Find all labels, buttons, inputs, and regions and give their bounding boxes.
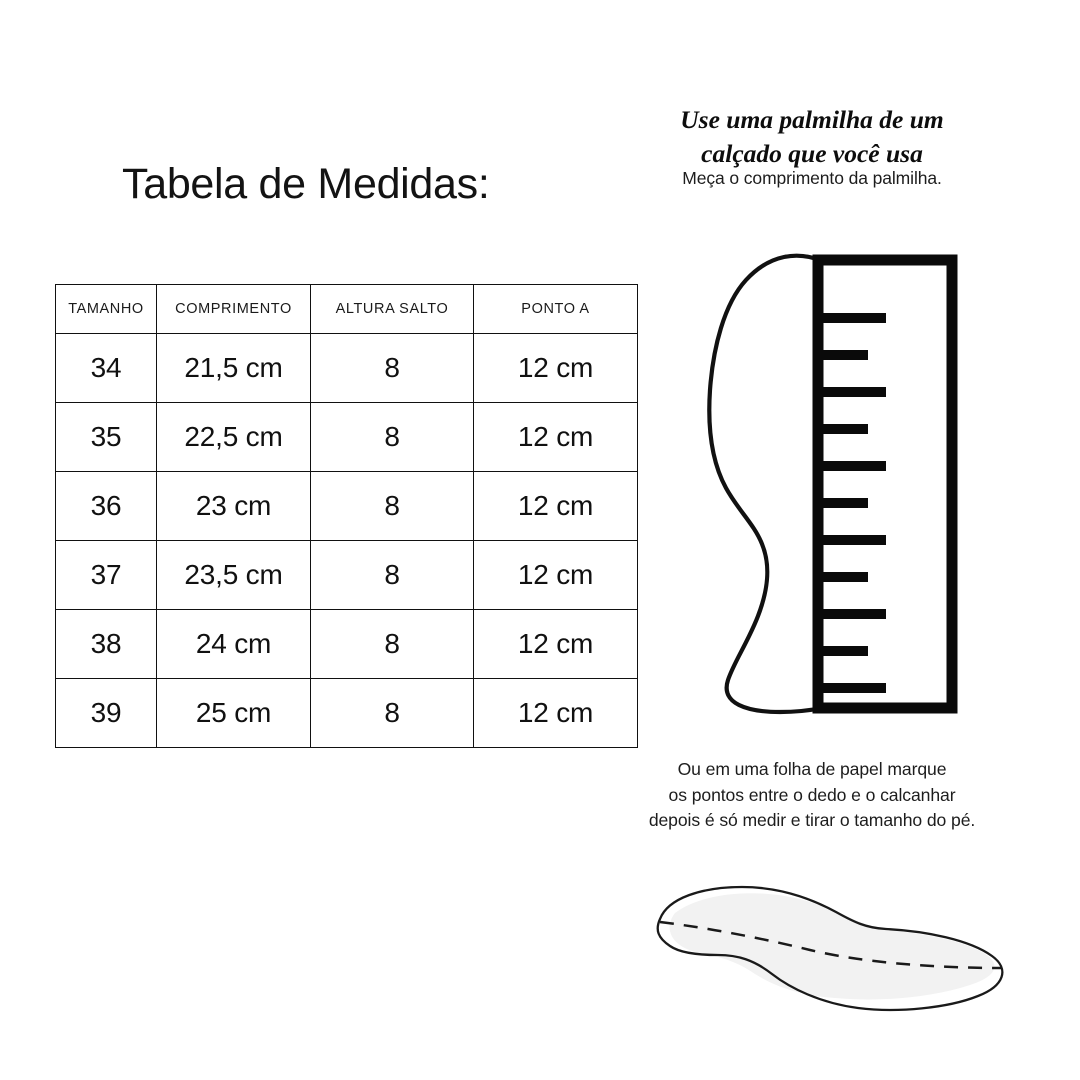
cell-altura-salto: 8	[310, 678, 474, 748]
table-header-row: TAMANHO COMPRIMENTO ALTURA SALTO PONTO A	[55, 284, 638, 334]
measurements-table: TAMANHO COMPRIMENTO ALTURA SALTO PONTO A…	[55, 284, 638, 748]
cell-tamanho: 36	[55, 471, 157, 541]
table-row: 38 24 cm 8 12 cm	[55, 609, 638, 679]
cell-tamanho: 39	[55, 678, 157, 748]
table-row: 36 23 cm 8 12 cm	[55, 471, 638, 541]
insole-heading-line-2: calçado que você usa	[701, 139, 923, 168]
table-row: 34 21,5 cm 8 12 cm	[55, 333, 638, 403]
ruler-ticks-icon	[823, 313, 886, 693]
column-header-altura-salto: ALTURA SALTO	[310, 284, 474, 334]
cell-ponto-a: 12 cm	[473, 471, 638, 541]
foot-inner-shading	[669, 893, 995, 1000]
cell-comprimento: 23,5 cm	[156, 540, 311, 610]
foot-measure-dashed-line	[659, 920, 1003, 970]
ruler-body-icon	[812, 254, 958, 714]
cell-altura-salto: 8	[310, 333, 474, 403]
cell-altura-salto: 8	[310, 402, 474, 472]
insole-instruction-subtitle: Meça o comprimento da palmilha.	[682, 168, 942, 188]
insole-with-ruler-illustration	[707, 253, 958, 715]
paper-instructions-line-2: os pontos entre o dedo e o calcanhar	[668, 784, 956, 805]
column-header-comprimento: COMPRIMENTO	[156, 284, 311, 334]
column-header-ponto-a: PONTO A	[473, 284, 638, 334]
cell-altura-salto: 8	[310, 609, 474, 679]
column-header-tamanho: TAMANHO	[55, 284, 157, 334]
cell-ponto-a: 12 cm	[473, 402, 638, 472]
insole-heading-line-1: Use uma palmilha de um	[680, 105, 944, 134]
cell-tamanho: 38	[55, 609, 157, 679]
cell-altura-salto: 8	[310, 540, 474, 610]
cell-comprimento: 25 cm	[156, 678, 311, 748]
paper-instructions-line-1: Ou em uma folha de papel marque	[677, 759, 947, 779]
table-row: 39 25 cm 8 12 cm	[55, 678, 638, 748]
cell-tamanho: 34	[55, 333, 157, 403]
table-row: 35 22,5 cm 8 12 cm	[55, 402, 638, 472]
cell-ponto-a: 12 cm	[473, 609, 638, 679]
cell-comprimento: 22,5 cm	[156, 402, 311, 472]
cell-altura-salto: 8	[310, 471, 474, 541]
foot-outline-with-dashed-measure-line	[656, 885, 1004, 1012]
insole-instruction-heading: Use uma palmilha de um calçado que você …	[600, 103, 1024, 171]
paper-instructions-line-3: depois é só medir e tirar o tamanho do p…	[648, 810, 976, 830]
insole-outline-icon	[707, 253, 825, 715]
cell-comprimento: 21,5 cm	[156, 333, 311, 403]
cell-tamanho: 35	[55, 402, 157, 472]
page-title: Tabela de Medidas:	[122, 160, 490, 208]
foot-outline-icon	[656, 885, 1004, 1012]
cell-ponto-a: 12 cm	[473, 678, 638, 748]
cell-ponto-a: 12 cm	[473, 333, 638, 403]
cell-comprimento: 23 cm	[156, 471, 311, 541]
cell-comprimento: 24 cm	[156, 609, 311, 679]
instructions-panel: Use uma palmilha de um calçado que você …	[600, 0, 1080, 1080]
measurements-panel: Tabela de Medidas: TAMANHO COMPRIMENTO A…	[55, 160, 638, 748]
cell-tamanho: 37	[55, 540, 157, 610]
paper-instructions-text: Ou em uma folha de papel marque os ponto…	[600, 757, 1024, 834]
cell-ponto-a: 12 cm	[473, 540, 638, 610]
table-row: 37 23,5 cm 8 12 cm	[55, 540, 638, 610]
